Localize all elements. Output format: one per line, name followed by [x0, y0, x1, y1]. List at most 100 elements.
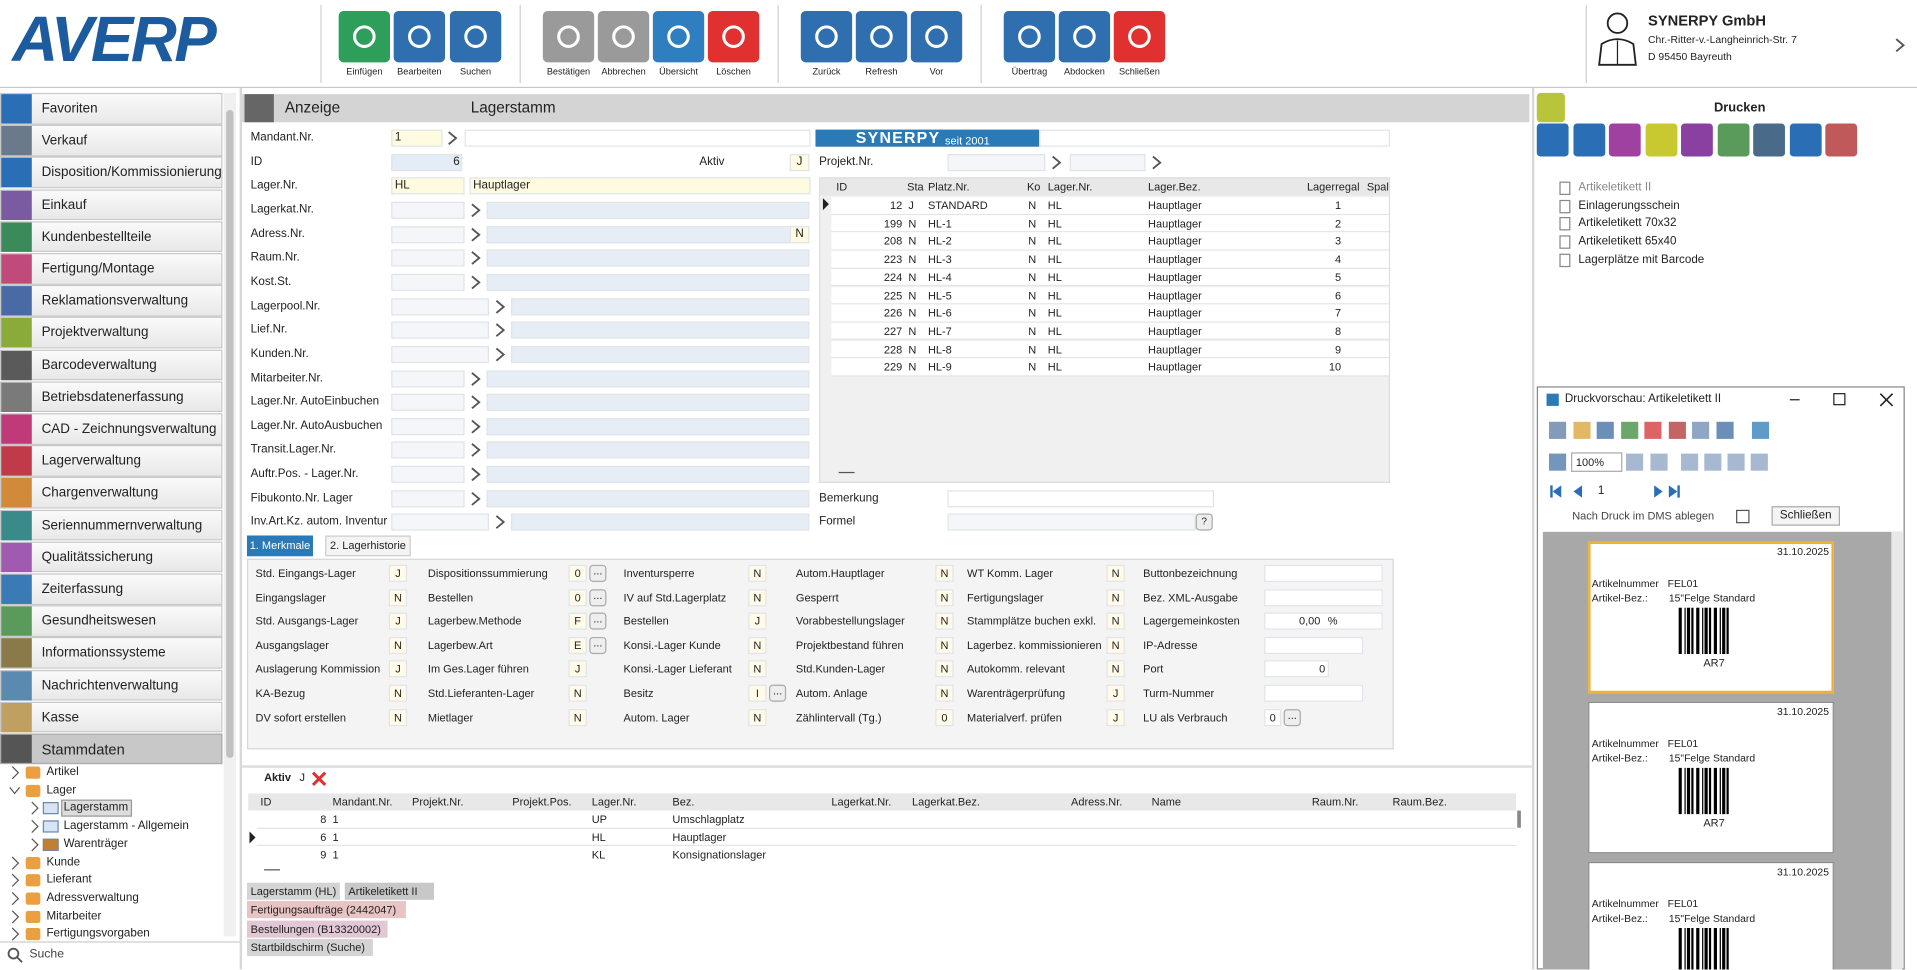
search-box[interactable] [0, 941, 240, 970]
table-row[interactable] [831, 196, 1389, 215]
window-tab[interactable] [246, 901, 406, 919]
menu-item[interactable] [0, 605, 223, 637]
input-field[interactable] [511, 321, 810, 339]
input-field[interactable] [748, 564, 767, 582]
input-field[interactable] [935, 588, 954, 606]
preview-tool[interactable] [1750, 453, 1768, 471]
input-field[interactable] [391, 226, 465, 244]
input-field[interactable] [1106, 588, 1125, 606]
preview-tool[interactable] [1644, 421, 1662, 439]
preview-tool[interactable] [1626, 453, 1644, 471]
input-field[interactable] [1264, 564, 1383, 582]
menu-item[interactable] [0, 573, 223, 605]
table-row[interactable] [831, 250, 1389, 269]
menu-item[interactable] [0, 317, 223, 349]
input-field[interactable] [935, 660, 954, 678]
menu-section[interactable] [0, 733, 223, 765]
input-field[interactable] [935, 636, 954, 654]
ellipsis-button[interactable] [589, 588, 607, 606]
input-field[interactable] [391, 465, 465, 483]
input-field[interactable] [391, 418, 465, 436]
input-field[interactable] [568, 708, 587, 726]
preview-tool[interactable] [1572, 421, 1590, 439]
input-field[interactable] [388, 708, 408, 726]
input-field[interactable] [388, 660, 408, 678]
ellipsis-button[interactable] [589, 564, 607, 582]
toolbar-button[interactable] [1113, 11, 1166, 63]
menu-item[interactable] [0, 189, 223, 221]
dms-checkbox[interactable] [1736, 509, 1750, 524]
input-field[interactable] [568, 636, 587, 654]
ellipsis-button[interactable] [1283, 708, 1301, 726]
menu-item[interactable] [0, 253, 223, 285]
toolbar-button[interactable] [855, 11, 908, 63]
table-row[interactable] [831, 214, 1389, 233]
print-category[interactable] [1608, 123, 1641, 157]
toolbar-button[interactable] [910, 11, 963, 63]
table-row[interactable] [831, 340, 1389, 359]
pin-button[interactable] [244, 94, 274, 123]
input-field[interactable] [486, 393, 810, 411]
toolbar-button[interactable] [338, 11, 391, 63]
toolbar-button[interactable] [449, 11, 502, 63]
table-row[interactable] [831, 286, 1389, 305]
preview-tool[interactable] [1704, 453, 1722, 471]
tree-label[interactable]: Lager [46, 783, 77, 797]
input-field[interactable] [935, 564, 954, 582]
tree-label[interactable]: Lieferant [46, 873, 92, 887]
tab-active[interactable] [246, 535, 313, 557]
menu-item[interactable] [0, 381, 223, 413]
preview-tool[interactable] [1549, 453, 1567, 471]
input-field[interactable] [388, 612, 408, 630]
print-category[interactable] [1536, 123, 1569, 157]
input-field[interactable] [1106, 660, 1125, 678]
print-category[interactable] [1753, 123, 1785, 157]
toolbar-button[interactable] [1003, 11, 1056, 63]
preview-tool[interactable] [1668, 421, 1686, 439]
zoom-box[interactable] [1571, 452, 1623, 472]
print-category[interactable] [1572, 123, 1605, 157]
toolbar-button[interactable] [542, 11, 595, 63]
help-button[interactable] [1195, 513, 1213, 531]
input-field[interactable] [391, 201, 465, 219]
tree-label[interactable]: Mitarbeiter [46, 909, 102, 923]
input-field[interactable] [748, 612, 767, 630]
print-category[interactable] [1681, 123, 1713, 157]
input-field[interactable] [511, 345, 810, 364]
input-field[interactable] [486, 441, 810, 459]
input-field[interactable] [388, 564, 408, 582]
input-field[interactable] [1039, 129, 1391, 147]
input-field[interactable] [486, 201, 810, 219]
window-tab[interactable] [246, 920, 388, 938]
input-field[interactable] [1106, 612, 1125, 630]
input-field[interactable] [486, 370, 810, 388]
input-field[interactable] [1106, 708, 1125, 726]
menu-item[interactable] [0, 285, 223, 317]
preview-tool[interactable] [1751, 421, 1770, 439]
menu-item[interactable] [0, 349, 223, 381]
menu-item[interactable] [0, 413, 223, 445]
input-field[interactable] [1069, 154, 1146, 172]
input-field[interactable] [947, 490, 1215, 508]
preview-tool[interactable] [1715, 421, 1734, 439]
window-tab[interactable] [344, 882, 435, 900]
tree-label[interactable]: Adressverwaltung [46, 891, 139, 905]
toolbar-button[interactable] [597, 11, 650, 63]
input-field[interactable] [391, 441, 465, 459]
report-item[interactable]: Artikeletikett II [1578, 180, 1652, 195]
input-field[interactable] [1264, 636, 1364, 654]
table-row[interactable] [831, 322, 1389, 341]
input-field[interactable] [748, 708, 767, 726]
input-field[interactable] [391, 321, 490, 339]
input-field[interactable] [486, 490, 810, 508]
preview-tool[interactable] [1692, 421, 1710, 439]
input-field[interactable] [391, 298, 490, 316]
input-field[interactable] [1264, 684, 1364, 702]
input-field[interactable] [511, 513, 810, 531]
input-field[interactable] [568, 660, 587, 678]
input-field[interactable] [464, 129, 811, 147]
input-field[interactable] [1106, 636, 1125, 654]
input-field[interactable] [1106, 684, 1125, 702]
input-field[interactable] [748, 684, 767, 702]
menu-item[interactable] [0, 637, 223, 669]
